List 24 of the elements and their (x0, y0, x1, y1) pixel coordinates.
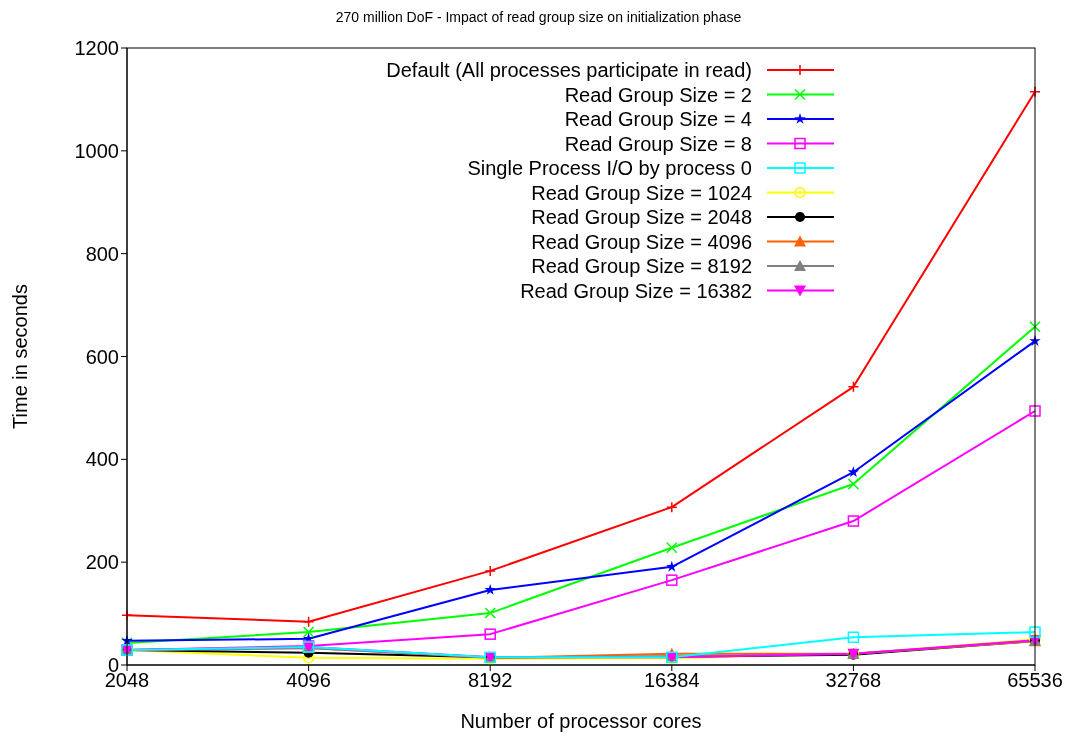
x-tick-label: 65536 (1007, 669, 1063, 692)
legend-label: Default (All processes participate in read) (386, 59, 752, 81)
x-axis-title: Number of processor cores (460, 710, 702, 732)
y-tick-label: 200 (85, 551, 119, 574)
y-tick-label: 1200 (74, 37, 119, 60)
legend-label: Read Group Size = 4 (564, 108, 752, 130)
legend-label: Read Group Size = 8 (564, 132, 752, 155)
legend-label: Read Group Size = 2 (564, 83, 752, 106)
y-tick-label: 400 (85, 448, 119, 471)
legend-label: Read Group Size = 1024 (531, 181, 752, 204)
y-tick-label: 1000 (74, 139, 119, 162)
x-tick-label: 32768 (825, 669, 882, 692)
y-tick-label: 600 (85, 345, 119, 368)
chart-title: 270 million DoF - Impact of read group size on initialization phase (335, 9, 742, 25)
y-axis-title: Time in seconds (9, 284, 32, 429)
legend-label: Read Group Size = 4096 (531, 230, 752, 253)
legend-label: Read Group Size = 2048 (531, 206, 752, 228)
x-tick-label: 16384 (643, 669, 700, 692)
legend-label: Single Process I/O by process 0 (467, 157, 752, 179)
x-tick-label: 4096 (286, 669, 331, 692)
x-tick-label: 8192 (467, 669, 513, 692)
legend-label: Read Group Size = 16382 (520, 279, 752, 302)
legend-label: Read Group Size = 8192 (531, 255, 752, 277)
y-tick-label: 800 (85, 242, 119, 265)
